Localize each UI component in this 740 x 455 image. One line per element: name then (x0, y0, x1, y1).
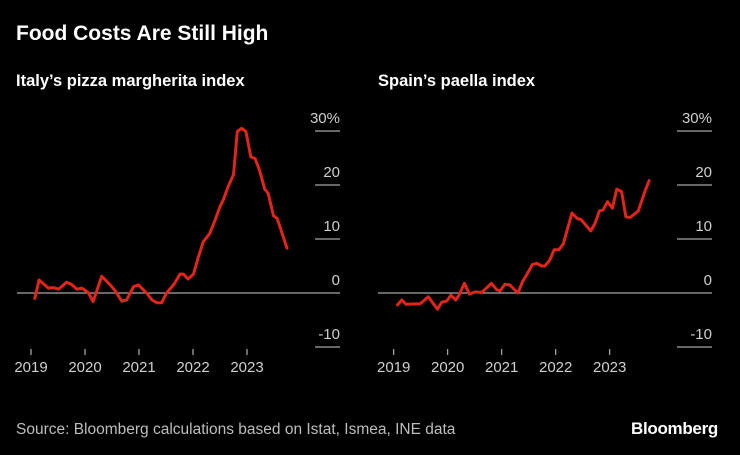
italy-y-tick-label: 10 (323, 218, 340, 235)
italy-index-line (33, 126, 289, 305)
italy-y-tick-label: 20 (323, 164, 340, 181)
italy-y-tick-label: 0 (332, 272, 340, 289)
spain-y-tick-label: 10 (695, 218, 712, 235)
italy-x-tick-label: 2020 (68, 359, 101, 376)
spain-x-tick-label: 2022 (539, 359, 572, 376)
spain-x-tick-label: 2023 (593, 359, 626, 376)
spain-chart-subtitle: Spain’s paella index (378, 72, 536, 90)
source-note: Source: Bloomberg calculations based on … (16, 421, 456, 438)
italy-chart-subtitle: Italy’s pizza margherita index (16, 72, 245, 90)
spain-x-tick-label: 2019 (377, 359, 410, 376)
bloomberg-logo: Bloomberg (630, 419, 718, 438)
italy-x-tick-label: 2022 (176, 359, 209, 376)
italy-x-tick-label: 2021 (122, 359, 155, 376)
italy-x-tick-label: 2023 (230, 359, 263, 376)
spain-y-tick-label: -10 (690, 326, 712, 343)
spain-x-tick-label: 2021 (485, 359, 518, 376)
chart-title: Food Costs Are Still High (16, 22, 269, 45)
italy-y-tick-label: -10 (318, 326, 340, 343)
italy-x-tick-label: 2019 (14, 359, 47, 376)
spain-y-tick-label: 20 (695, 164, 712, 181)
italy-y-tick-label: 30% (310, 110, 340, 127)
spain-index-line (396, 179, 651, 311)
spain-y-tick-label: 0 (704, 272, 712, 289)
spain-y-tick-label: 30% (682, 110, 712, 127)
spain-x-tick-label: 2020 (431, 359, 464, 376)
